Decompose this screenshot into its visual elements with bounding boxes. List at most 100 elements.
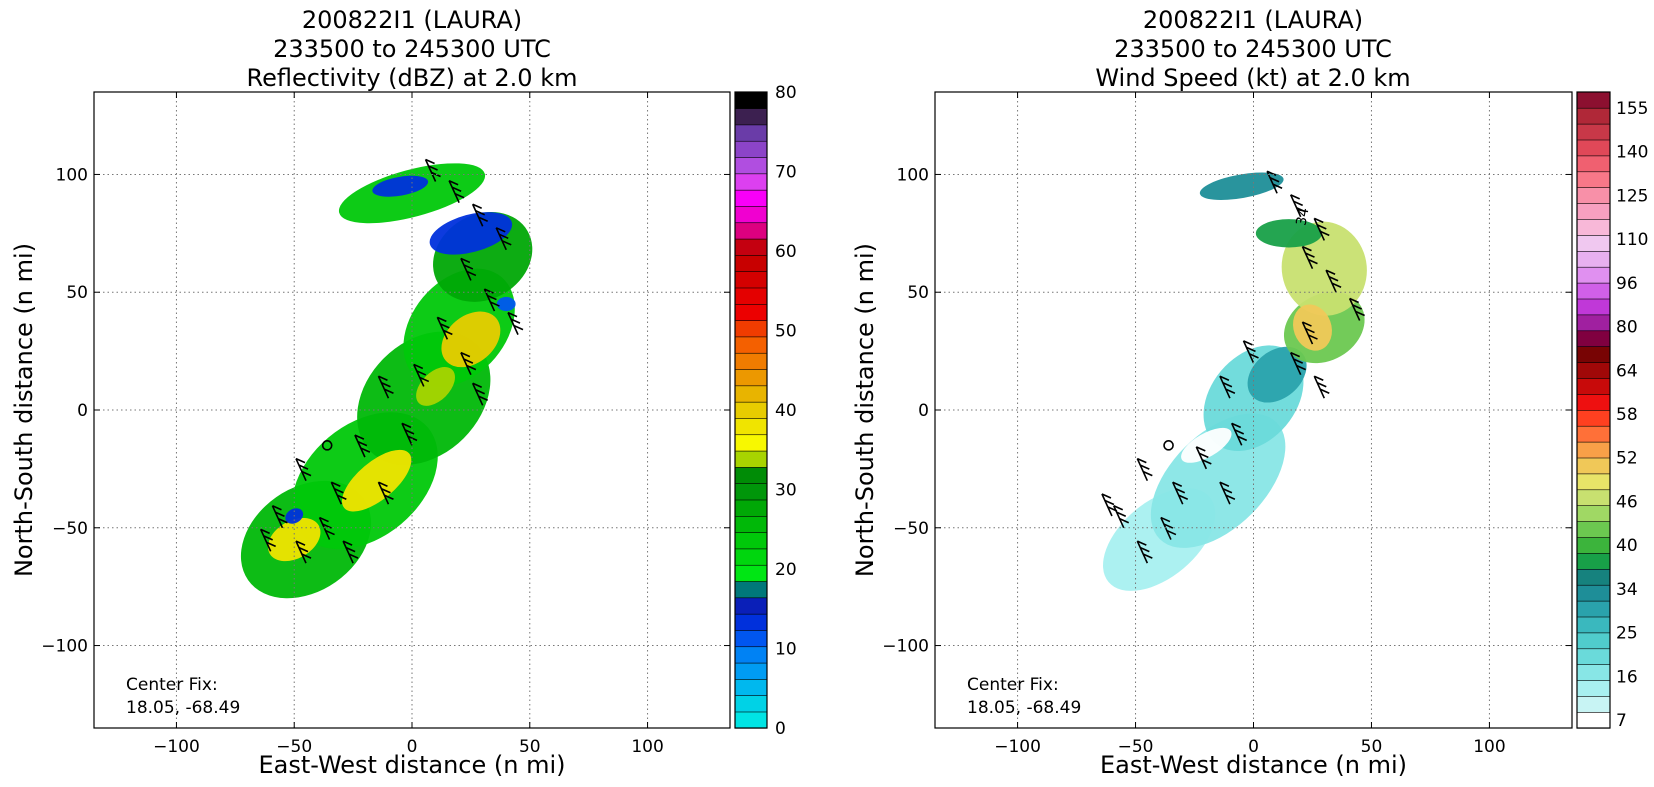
- wind-barb-6: [1348, 297, 1365, 321]
- wind-barb-flag: [404, 429, 415, 435]
- wind-barb-8: [1289, 351, 1307, 375]
- chart-title-line-2: 233500 to 245300 UTC: [1114, 35, 1392, 63]
- wind-barb-staff: [401, 423, 413, 446]
- colorbar-segment-8: [1576, 600, 1611, 618]
- x-tick-label: −50: [1118, 737, 1154, 757]
- colorbar-segment-29: [734, 254, 768, 272]
- colorbar-segment-37: [1576, 139, 1611, 157]
- colorbar-segment-17: [1576, 457, 1611, 475]
- barb-annotation: 34: [1294, 207, 1313, 227]
- wind-barb-flag: [1140, 464, 1150, 470]
- center-fix-line-1: Center Fix:: [967, 675, 1059, 695]
- colorbar-tick-label: 10: [775, 640, 797, 660]
- wind-barb-flag: [1201, 459, 1212, 465]
- colorbar-tick-label: 50: [775, 322, 797, 342]
- wind-barb-flag: [348, 553, 359, 559]
- wind-barb-staff: [354, 434, 366, 458]
- wind-barb-flag: [501, 240, 512, 246]
- wind-barb-20: [377, 481, 394, 505]
- colorbar-segment-8: [734, 597, 768, 615]
- wind-barb-20: [1101, 493, 1118, 517]
- wind-barb-16: [295, 457, 312, 481]
- wind-barb-15: [330, 481, 347, 505]
- colorbar-segment-28: [1576, 282, 1611, 300]
- wind-barb-flag: [1104, 499, 1115, 506]
- colorbar-tick-label: 16: [1616, 667, 1638, 687]
- wind-barb-staff: [1348, 298, 1361, 321]
- wind-barb-flag: [275, 511, 285, 518]
- wind-barb-flag: [1101, 493, 1112, 499]
- wind-barb-flag: [1313, 375, 1324, 381]
- wind-barb-flag: [295, 540, 306, 546]
- echo-region-9: [416, 367, 455, 406]
- wind-barb-3: [471, 203, 488, 227]
- wind-barb-staff: [1301, 321, 1314, 345]
- center-fix-line-2: 18.05, -68.49: [967, 698, 1081, 718]
- wind-barb-4: [1301, 245, 1318, 269]
- wind-barb-flag: [331, 481, 341, 487]
- colorbar-segment-23: [1576, 361, 1611, 379]
- wind-barb-flag: [384, 388, 394, 394]
- chart-title-line-1: 200822I1 (LAURA): [1143, 6, 1363, 34]
- wind-barb-flag: [1137, 457, 1147, 464]
- colorbar-segment-30: [734, 238, 768, 256]
- wind-barb-14: [354, 434, 371, 458]
- wind-barb-13: [401, 422, 418, 446]
- wind-barb-staff: [1160, 517, 1172, 540]
- wind-barb-flag: [1308, 334, 1318, 340]
- wind-barb-staff: [342, 540, 354, 564]
- wind-barb-staff: [295, 540, 307, 564]
- colorbar-tick-label: 0: [775, 719, 786, 739]
- wind-barb-flag: [295, 457, 306, 464]
- wind-barb-3: [1313, 217, 1330, 241]
- wind-barb-flag: [337, 494, 347, 500]
- wind-barb-flag: [1219, 375, 1230, 381]
- wind-barb-flag: [478, 216, 488, 222]
- wind-barb-flag: [1198, 452, 1209, 459]
- y-tick-label: 100: [897, 165, 929, 185]
- wind-barb-10: [471, 382, 488, 406]
- colorbar-segment-12: [1576, 536, 1611, 554]
- echo-region-7: [1292, 304, 1332, 351]
- wind-barb-flag: [1325, 269, 1336, 275]
- wind-barb-flag: [1195, 446, 1206, 452]
- colorbar-segment-30: [1576, 250, 1611, 268]
- wind-barb-flag: [360, 447, 371, 453]
- colorbar-segment-33: [734, 189, 768, 207]
- wind-barb-flag: [1160, 516, 1171, 523]
- wind-barb-flag: [1222, 487, 1233, 494]
- wind-barb-flag: [1246, 346, 1256, 353]
- colorbar-segment-31: [1576, 234, 1611, 252]
- wind-barb-flag: [1349, 297, 1359, 304]
- wind-barb-flag: [1305, 252, 1315, 258]
- x-tick-label: −100: [153, 737, 200, 757]
- wind-barb-13: [1195, 446, 1212, 470]
- colorbar-segment-6: [1576, 632, 1611, 650]
- y-tick-label: 50: [66, 283, 88, 303]
- wind-barb-staff: [495, 227, 507, 251]
- wind-barb-staff: [1230, 423, 1243, 446]
- colorbar-segment-11: [734, 548, 768, 566]
- colorbar-tick-label: 40: [775, 401, 797, 421]
- wind-barb-staff: [1289, 194, 1302, 218]
- wind-barb-staff: [295, 458, 307, 481]
- wind-barb-flag: [428, 165, 438, 171]
- echo-region-7: [441, 311, 501, 368]
- wind-barb-flag: [1234, 429, 1245, 435]
- wind-barb-flag: [448, 179, 459, 186]
- colorbar-tick-label: 70: [775, 163, 797, 183]
- plot-frame: [934, 91, 1573, 729]
- wind-barb-flag: [319, 516, 329, 523]
- wind-barb-flag: [260, 528, 270, 535]
- wind-barb-flag: [443, 329, 453, 336]
- wind-barb-flag: [463, 358, 474, 364]
- wind-barb-15: [1136, 457, 1153, 481]
- colorbar-segment-27: [1576, 298, 1611, 316]
- colorbar-segment-10: [1576, 568, 1611, 586]
- wind-barb-flag: [1316, 224, 1327, 230]
- wind-barb-staff: [1313, 218, 1326, 241]
- colorbar-segment-18: [1576, 441, 1611, 459]
- wind-barb-staff: [271, 505, 284, 529]
- colorbar-segment-16: [734, 466, 768, 484]
